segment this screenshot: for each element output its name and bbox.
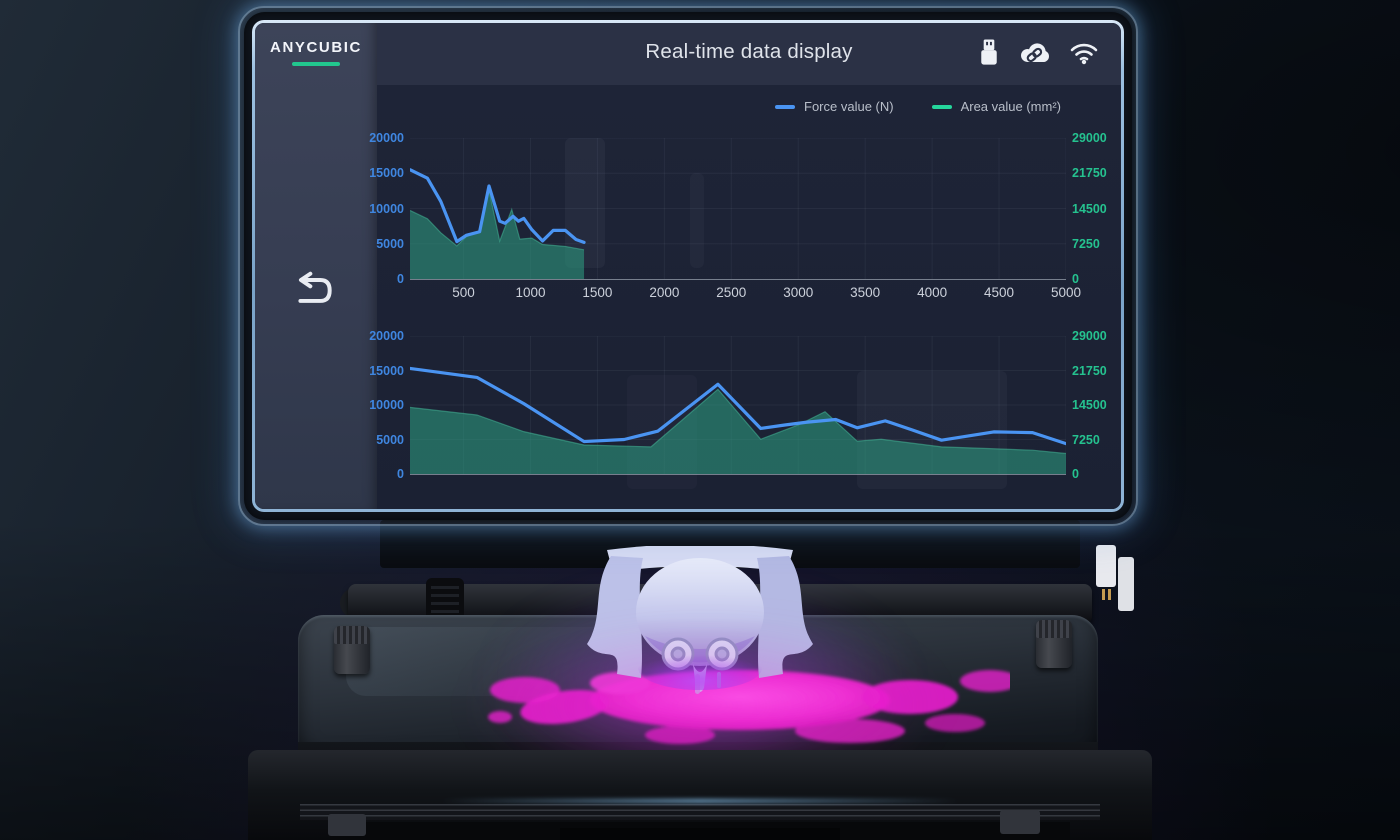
bracket-pin [1102,589,1105,600]
legend-item-area: Area value (mm²) [931,99,1061,114]
bracket-pin [1108,589,1111,600]
area-swatch [931,104,952,109]
printed-model [587,546,813,694]
bracket-part [1118,557,1134,611]
right-bracket [1096,545,1140,615]
bracket-part [1096,545,1116,587]
brand-underline [292,62,340,66]
left-knob [334,626,370,674]
legend-label: Force value (N) [804,99,894,114]
usb-icon[interactable] [977,38,1001,67]
status-icons [977,38,1099,67]
x-tick-label: 1500 [582,285,613,300]
legend-label: Area value (mm²) [960,99,1061,114]
sidebar: ANYCUBIC [255,23,377,509]
back-arrow-icon[interactable] [291,271,337,311]
x-tick-label: 2500 [716,285,747,300]
x-tick-label: 1000 [515,285,546,300]
x-tick-label: 2000 [649,285,680,300]
body-tab-left [328,814,366,836]
force-area-chart-upper: 20000 15000 10000 5000 0 29000 21750 14500 7250… [369,131,1110,302]
cloud-link-icon[interactable] [1018,39,1052,66]
x-axis: 500 1000 1500 2000 2500 3000 3500 4000 4500 5000 [410,280,1081,302]
body-tab-right [1000,810,1040,834]
chart-plot [410,336,1066,475]
right-axis: 29000 21750 14500 7250 0 [1072,329,1107,481]
left-axis: 20000 15000 10000 5000 0 [369,131,404,286]
x-tick-label: 3000 [783,285,814,300]
body-grooves [300,804,1100,820]
x-tick-label: 4000 [917,285,948,300]
force-area-chart-lower: 20000 15000 10000 5000 0 29000 21750 14500 7250… [369,329,1110,481]
chart-plot [410,138,1066,280]
page-title: Real-time data display [645,40,853,63]
chart-legend: Force value (N) Area value (mm²) [775,99,1061,114]
right-knob [1036,620,1072,668]
screen-content: Real-time data display [255,23,1121,509]
x-tick-label: 500 [452,285,475,300]
x-tick-label: 3500 [850,285,881,300]
base-recess [560,828,840,840]
touchscreen: Real-time data display [238,6,1138,526]
x-tick-label: 5000 [1050,285,1082,300]
left-axis: 20000 15000 10000 5000 0 [369,329,404,481]
screen-reflection-glint [440,799,960,803]
brand-logo: ANYCUBIC [270,39,362,56]
force-swatch [775,104,795,109]
wifi-icon[interactable] [1069,40,1099,65]
legend-item-force: Force value (N) [775,99,894,114]
right-axis: 29000 21750 14500 7250 0 [1072,131,1107,286]
x-tick-label: 4500 [984,285,1015,300]
